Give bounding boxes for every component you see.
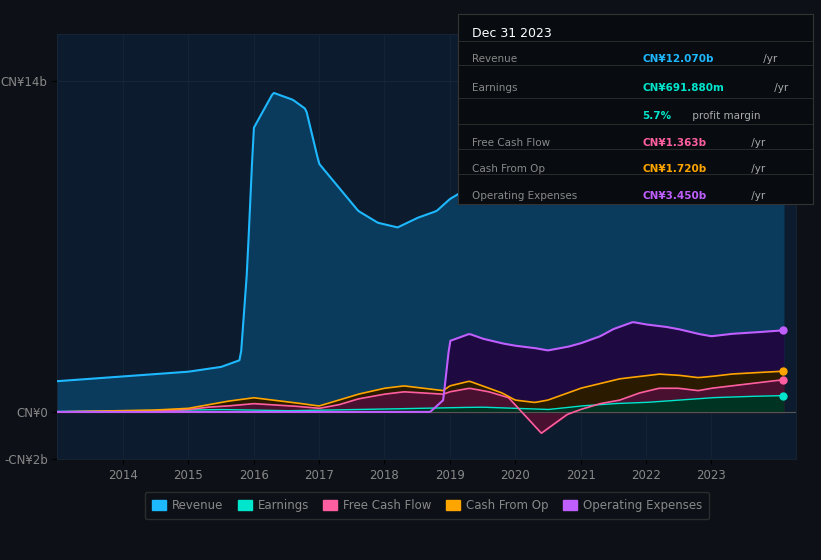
Text: profit margin: profit margin [690,111,761,121]
Text: /yr: /yr [748,191,765,201]
Text: Earnings: Earnings [472,82,518,92]
Text: Free Cash Flow: Free Cash Flow [472,138,550,148]
Text: /yr: /yr [771,82,788,92]
Text: Revenue: Revenue [472,54,517,64]
Text: Cash From Op: Cash From Op [472,165,545,174]
Text: CN¥1.363b: CN¥1.363b [643,138,707,148]
Text: CN¥3.450b: CN¥3.450b [643,191,707,201]
Text: /yr: /yr [748,138,765,148]
Text: Dec 31 2023: Dec 31 2023 [472,27,552,40]
Text: CN¥1.720b: CN¥1.720b [643,165,707,174]
Legend: Revenue, Earnings, Free Cash Flow, Cash From Op, Operating Expenses: Revenue, Earnings, Free Cash Flow, Cash … [144,492,709,519]
Text: 5.7%: 5.7% [643,111,672,121]
Text: CN¥12.070b: CN¥12.070b [643,54,714,64]
Text: Operating Expenses: Operating Expenses [472,191,577,201]
Text: /yr: /yr [759,54,777,64]
Text: CN¥691.880m: CN¥691.880m [643,82,724,92]
Text: /yr: /yr [748,165,765,174]
